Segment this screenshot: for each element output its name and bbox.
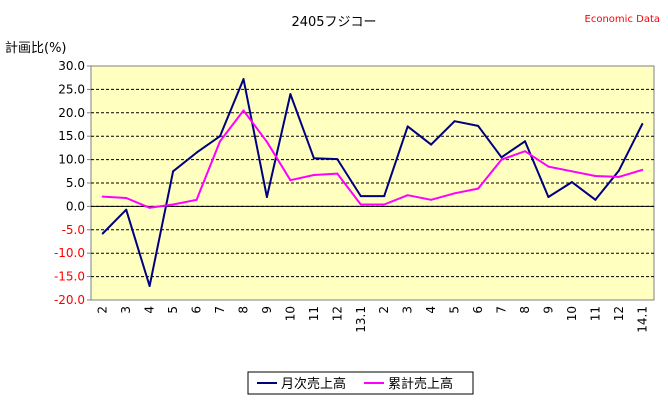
y-tick-label: -15.0	[54, 270, 85, 284]
legend-label-cumulative: 累計売上高	[388, 376, 453, 392]
data-point	[477, 124, 480, 127]
x-tick-label: 13.1	[354, 306, 368, 333]
data-point	[617, 175, 620, 178]
y-axis-ticks: 30.0 25.0 20.0 15.0 10.0 5.0 0.0 -5.0 -10.0 -15.0…	[54, 59, 91, 307]
x-tick-label: 6	[471, 306, 485, 314]
data-point	[430, 143, 433, 146]
x-tick-label: 11	[307, 306, 321, 321]
data-point	[641, 123, 644, 125]
x-axis-ticks: 2 3 4 5 6 7 8 9 10 11 12 13.1 2 3 4 5 6 7 8 9 10 11 12 14.1	[96, 306, 650, 333]
x-tick-label: 12	[330, 306, 344, 321]
series-line-monthly	[101, 78, 644, 287]
x-tick-label: 3	[119, 306, 133, 314]
data-point	[406, 194, 409, 197]
legend-box	[247, 371, 474, 395]
data-point	[101, 195, 104, 198]
data-point	[477, 187, 480, 190]
y-axis-label: 計画比(%)	[5, 40, 67, 56]
y-tick-label: 25.0	[58, 82, 85, 96]
legend: 月次売上高 累計売上高	[247, 371, 474, 395]
data-point	[500, 156, 503, 159]
data-point	[383, 203, 386, 206]
x-tick-label: 4	[143, 306, 157, 314]
series-line-cumulative	[102, 109, 643, 209]
watermark-label: Economic Data	[585, 14, 660, 25]
x-tick-label: 2	[96, 306, 110, 314]
data-point	[383, 195, 386, 198]
x-tick-label: 11	[588, 306, 602, 321]
x-tick-label: 9	[541, 306, 555, 314]
x-tick-label: 9	[260, 306, 274, 314]
data-point	[242, 78, 245, 81]
data-point	[148, 206, 151, 209]
data-point	[406, 125, 409, 128]
x-tick-label: 4	[424, 306, 438, 314]
x-tick-label: 6	[190, 306, 204, 314]
x-tick-label: 14.1	[635, 306, 649, 333]
x-tick-label: 7	[495, 306, 509, 314]
x-tick-label: 10	[565, 306, 579, 321]
data-point	[336, 172, 339, 175]
data-point	[453, 120, 456, 123]
x-tick-label: 10	[283, 306, 297, 321]
x-tick-label: 3	[401, 306, 415, 314]
data-point	[641, 168, 644, 171]
data-point	[547, 196, 550, 198]
legend-label-monthly: 月次売上高	[281, 376, 346, 392]
data-point	[524, 140, 526, 143]
x-tick-label: 5	[166, 306, 180, 314]
data-point	[265, 196, 268, 198]
x-tick-label: 2	[377, 306, 391, 314]
series-lines	[101, 78, 644, 287]
data-point	[336, 158, 339, 161]
data-point	[148, 285, 151, 287]
data-point	[289, 179, 292, 182]
x-tick-label: 8	[236, 306, 250, 314]
x-tick-label: 8	[518, 306, 532, 314]
data-point	[500, 158, 503, 161]
data-point	[289, 93, 292, 96]
x-tick-label: 7	[213, 306, 227, 314]
data-point	[594, 175, 597, 177]
data-point	[453, 192, 456, 195]
data-point	[195, 198, 198, 201]
data-point	[312, 157, 315, 160]
data-point	[219, 135, 221, 138]
data-point	[617, 169, 620, 172]
x-tick-label: 5	[448, 306, 462, 314]
y-tick-label: -20.0	[54, 293, 85, 307]
grid-lines	[91, 88, 654, 278]
data-point	[172, 203, 175, 206]
data-point	[359, 203, 362, 206]
data-point	[570, 181, 573, 184]
y-tick-label: 5.0	[66, 176, 85, 190]
data-point	[219, 140, 221, 143]
data-point	[312, 174, 315, 176]
y-tick-label: 15.0	[58, 129, 85, 143]
data-point	[242, 109, 245, 112]
y-tick-label: -5.0	[62, 223, 85, 237]
chart-title: 2405フジコー	[291, 15, 376, 30]
data-point	[359, 195, 362, 198]
data-point	[594, 198, 597, 201]
data-point	[430, 198, 433, 201]
y-tick-label: 10.0	[58, 153, 85, 167]
data-point	[125, 197, 128, 199]
y-tick-label: 0.0	[66, 199, 85, 213]
x-tick-label: 12	[612, 306, 626, 321]
data-point	[265, 140, 268, 143]
y-tick-label: 20.0	[58, 106, 85, 120]
data-point	[570, 170, 573, 173]
data-point	[547, 165, 550, 168]
data-point	[172, 170, 175, 173]
data-point	[195, 151, 198, 154]
data-point	[125, 208, 128, 211]
data-point	[101, 232, 104, 235]
data-point	[524, 150, 526, 153]
y-tick-label: -10.0	[54, 246, 85, 260]
y-tick-label: 30.0	[58, 59, 85, 73]
